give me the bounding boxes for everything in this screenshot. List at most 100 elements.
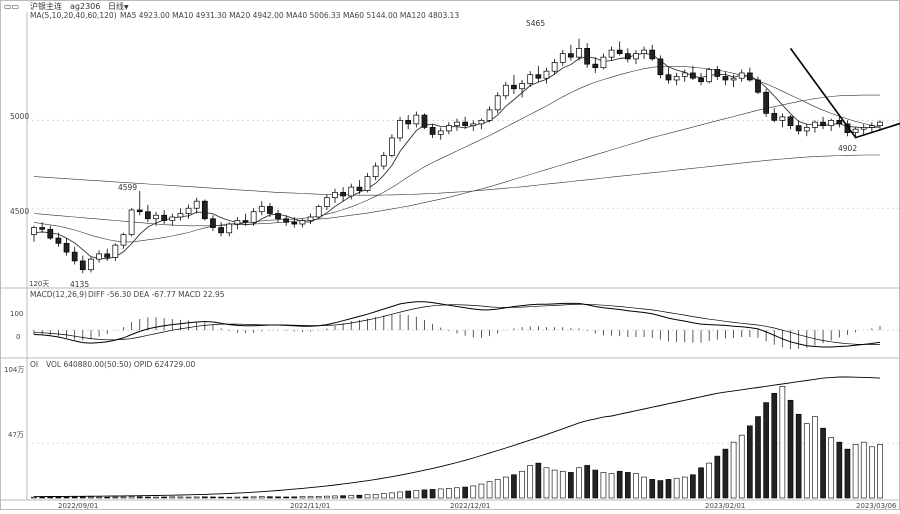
candle-up bbox=[731, 78, 736, 80]
annotation-low-4902: 4902 bbox=[838, 144, 857, 153]
candle-down bbox=[422, 115, 427, 127]
volume-bar bbox=[804, 424, 809, 498]
volume-bar bbox=[137, 497, 142, 498]
volume-bar bbox=[731, 442, 736, 498]
x-tick-date: 2022/12/01 bbox=[450, 502, 490, 510]
macd-dea-line bbox=[34, 304, 880, 344]
candle-up bbox=[877, 122, 882, 126]
candle-up bbox=[349, 187, 354, 196]
ma-line-ma5 bbox=[34, 53, 880, 258]
volume-bar bbox=[72, 497, 77, 498]
volume-bar bbox=[699, 468, 704, 498]
volume-bar bbox=[772, 393, 777, 498]
oi-legend: OI VOL 640880.00(50:50) OPID 624729.00 bbox=[30, 360, 195, 369]
volume-bar bbox=[829, 437, 834, 498]
volume-bar bbox=[471, 486, 476, 498]
candle-up bbox=[520, 83, 525, 88]
candle-up bbox=[544, 71, 549, 78]
candle-down bbox=[821, 122, 826, 126]
ma-values-legend: MA5 4923.00 MA10 4931.30 MA20 4942.00 MA… bbox=[120, 11, 459, 20]
candle-down bbox=[755, 80, 760, 92]
volume-bar bbox=[739, 435, 744, 498]
candle-down bbox=[284, 219, 289, 223]
candle-up bbox=[259, 206, 264, 211]
period-label[interactable]: 日线 bbox=[108, 1, 124, 11]
volume-bar bbox=[276, 497, 281, 498]
volume-bar bbox=[788, 400, 793, 498]
candle-up bbox=[31, 228, 36, 235]
candle-down bbox=[699, 78, 704, 82]
candle-up bbox=[308, 217, 313, 221]
price-legend: MA(5,10,20,40,60,120) MA5 4923.00 MA10 4… bbox=[30, 11, 459, 20]
candle-up bbox=[479, 120, 484, 124]
volume-bar bbox=[764, 403, 769, 498]
oi-y-tick-top: 104万 bbox=[4, 366, 24, 374]
symbol-label[interactable]: 沪银主连 bbox=[30, 1, 62, 11]
symbol-code[interactable]: ag2306 bbox=[70, 2, 100, 11]
volume-bar bbox=[357, 495, 362, 498]
candle-up bbox=[365, 177, 370, 191]
volume-bar bbox=[568, 472, 573, 498]
candle-down bbox=[837, 120, 842, 124]
candle-up bbox=[674, 76, 679, 80]
price-y-tick-5000: 5000 bbox=[10, 112, 29, 121]
price-y-tick-4500: 4500 bbox=[10, 207, 29, 216]
volume-bar bbox=[284, 497, 289, 498]
candle-up bbox=[869, 126, 874, 128]
volume-bar bbox=[536, 463, 541, 498]
x-tick-date: 2022/09/01 bbox=[58, 502, 98, 510]
macd-y-tick-0: 0 bbox=[16, 333, 20, 341]
candle-up bbox=[609, 50, 614, 57]
candle-down bbox=[406, 120, 411, 124]
volume-bar bbox=[40, 497, 45, 498]
candle-up bbox=[414, 115, 419, 124]
volume-bar bbox=[186, 497, 191, 498]
candle-down bbox=[723, 76, 728, 80]
volume-bar bbox=[495, 479, 500, 498]
volume-bar bbox=[365, 495, 370, 498]
volume-bar bbox=[585, 465, 590, 498]
volume-bar bbox=[487, 482, 492, 498]
volume-bar bbox=[707, 463, 712, 498]
volume-bar bbox=[877, 444, 882, 498]
candle-up bbox=[251, 212, 256, 223]
candle-up bbox=[438, 131, 443, 135]
candle-down bbox=[747, 73, 752, 80]
candle-down bbox=[48, 229, 53, 238]
volume-bar bbox=[162, 497, 167, 498]
volume-bar bbox=[715, 456, 720, 498]
volume-bar bbox=[837, 442, 842, 498]
ma-indicator-label: MA(5,10,20,40,60,120) bbox=[30, 11, 117, 20]
volume-bar bbox=[251, 497, 256, 498]
candle-down bbox=[536, 75, 541, 79]
volume-bar bbox=[633, 474, 638, 498]
volume-bar bbox=[560, 471, 565, 498]
volume-bar bbox=[503, 477, 508, 498]
candle-up bbox=[300, 221, 305, 225]
volume-bar bbox=[243, 497, 248, 498]
volume-bar bbox=[520, 471, 525, 498]
x-axis-dates: 2022/09/01 2022/11/01 2022/12/01 2023/02… bbox=[58, 502, 897, 510]
candle-down bbox=[666, 75, 671, 80]
candle-down bbox=[64, 243, 69, 252]
candle-down bbox=[764, 92, 769, 113]
volume-bar bbox=[398, 492, 403, 498]
candle-down bbox=[715, 69, 720, 76]
volume-bar bbox=[576, 468, 581, 498]
menu-icon[interactable]: ▭▭ bbox=[4, 2, 19, 11]
candle-up bbox=[178, 213, 183, 217]
candle-up bbox=[707, 69, 712, 81]
candle-down bbox=[511, 85, 516, 89]
volume-bar bbox=[658, 481, 663, 498]
volume-bar bbox=[609, 474, 614, 498]
volume-bar bbox=[438, 489, 443, 498]
x-tick-date: 2023/02/01 bbox=[705, 502, 745, 510]
candle-up bbox=[446, 126, 451, 131]
volume-bar bbox=[821, 428, 826, 498]
candle-down bbox=[357, 187, 362, 191]
candle-up bbox=[812, 122, 817, 127]
candle-down bbox=[145, 212, 150, 219]
chevron-down-icon[interactable]: ▼ bbox=[124, 4, 129, 11]
